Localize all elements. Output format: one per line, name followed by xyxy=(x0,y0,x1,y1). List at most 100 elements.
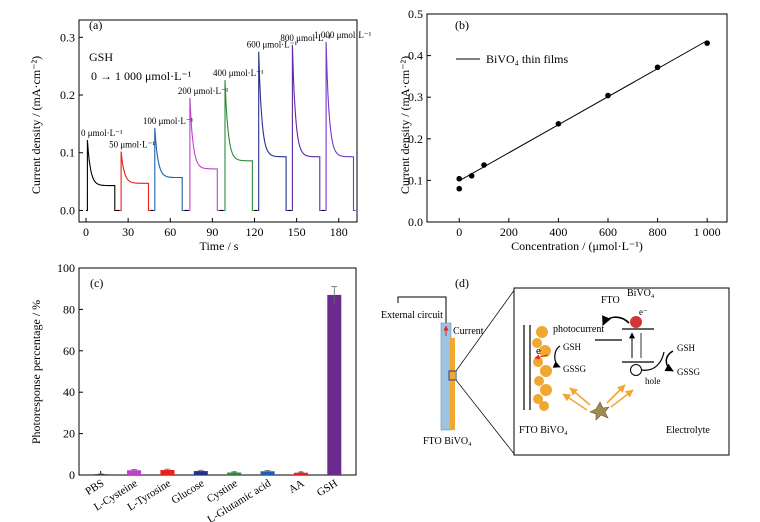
gsh-left-label: GSH xyxy=(563,342,582,352)
panel-b-data-point xyxy=(555,121,562,127)
panel-c-tag: (c) xyxy=(90,276,103,290)
external-circuit-wire xyxy=(397,296,447,333)
inset-electron-transfer-arrow xyxy=(534,354,549,360)
panel-c-bar xyxy=(127,470,142,475)
panel-c-y-axis-label: Photoresponse percentage / % xyxy=(29,300,43,444)
panel-b-x-tick-label: 400 xyxy=(549,225,567,239)
gsh-oxidation-arrow-left xyxy=(552,345,561,368)
panel-b-frame xyxy=(426,13,728,223)
panel-c-selectivity: (c) Photoresponse percentage / % 0 20 40 60… xyxy=(29,261,357,522)
panel-b-axes: 0 200 400 600 800 1 000 0.0 0.1 0.2 0.3 0.4 0.5 xyxy=(408,7,728,239)
panel-a-x-tick-label: 150 xyxy=(288,225,306,239)
panel-b-x-axis-label: Concentration / (μmol·L⁻¹) xyxy=(511,239,643,253)
panel-c-y-tick-label: 0 xyxy=(69,468,75,482)
light-ray-left-1 xyxy=(569,387,591,406)
panel-a-trace xyxy=(291,44,322,212)
panel-a-trace xyxy=(188,97,220,212)
external-circuit-label: External circuit xyxy=(381,310,443,321)
panel-a-trace xyxy=(324,41,356,212)
panel-b-x-tick-label: 600 xyxy=(599,225,617,239)
panel-a-trace xyxy=(153,127,185,212)
panel-b-tag: (b) xyxy=(455,18,469,32)
inset-fto-bivo4-label: FTO BiVO₄ xyxy=(519,425,568,436)
panel-a-x-axis-label: Time / s xyxy=(200,239,239,253)
hole-label: hole xyxy=(645,376,661,386)
panel-b-marks xyxy=(456,40,710,192)
panel-c-bar xyxy=(260,471,275,475)
panel-c-bars xyxy=(93,286,342,475)
panel-a-trace xyxy=(119,151,151,212)
panel-a-x-tick-label: 60 xyxy=(164,225,176,239)
panel-a-trace xyxy=(257,51,289,212)
light-ray-right-1 xyxy=(606,384,626,404)
panel-c-y-tick-label: 60 xyxy=(63,344,75,358)
bivo4-particles xyxy=(532,326,552,411)
gsh-oxidation-arrow-right xyxy=(664,350,674,372)
gssg-right-label: GSSG xyxy=(677,367,701,377)
inset-electron-e-label: e xyxy=(536,345,541,357)
panel-a-y-tick-label: 0.1 xyxy=(60,146,75,160)
panel-b-y-tick-label: 0.5 xyxy=(408,7,423,21)
panel-c-bar xyxy=(227,472,242,475)
panel-c-x-tick-label: PBS xyxy=(83,477,106,498)
electron-transfer-arrow xyxy=(602,315,630,326)
hole-transfer-curve xyxy=(641,351,665,371)
panel-a-trace xyxy=(223,79,255,212)
panel-a-series-label: 600 μmol·L⁻¹ xyxy=(247,40,298,50)
zoom-connector-bottom xyxy=(455,379,516,456)
panel-a-y-axis-label: Current density / (mA·cm⁻²) xyxy=(29,56,43,194)
panel-a-current-vs-time: (a) GSH 0 → 1 000 μmol·L⁻¹ Current densi… xyxy=(29,18,372,253)
panel-b-data-point xyxy=(654,64,661,71)
zoom-connector-top xyxy=(455,288,516,372)
panel-b-y-tick-label: 0.1 xyxy=(408,173,423,187)
light-ray-right-2 xyxy=(610,389,634,408)
panel-c-y-tick-label: 40 xyxy=(63,385,75,399)
inset-electron-label: e⁻ xyxy=(639,307,648,317)
panel-b-x-tick-label: 800 xyxy=(649,225,667,239)
panel-b-calibration: (b) Current density / (mA·cm⁻²) Concentr… xyxy=(398,7,728,253)
electron-icon xyxy=(630,316,642,328)
panel-b-data-point xyxy=(456,175,463,182)
panel-a-series-label: 100 μmol·L⁻¹ xyxy=(143,116,194,126)
photocurrent-label: photocurrent xyxy=(553,324,604,335)
panel-a-series-label: 1 000 μmol·L⁻¹ xyxy=(314,30,372,40)
panel-a-x-tick-label: 180 xyxy=(330,225,348,239)
panel-b-x-tick-label: 0 xyxy=(456,225,462,239)
panel-b-data-point xyxy=(456,185,463,192)
panel-a-trace xyxy=(86,139,117,212)
panel-c-y-tick-label: 100 xyxy=(57,261,75,275)
panel-a-series-label: 800 μmol·L⁻¹ xyxy=(280,33,331,43)
panel-a-x-tick-label: 120 xyxy=(246,225,264,239)
current-label: Current xyxy=(453,326,484,337)
panel-c-bar xyxy=(160,470,175,475)
panel-c-y-tick-label: 80 xyxy=(63,302,75,316)
panel-b-y-tick-label: 0.3 xyxy=(408,90,423,104)
panel-c-x-tick-label: AA xyxy=(287,477,307,496)
inset-fto-label: FTO xyxy=(601,295,620,306)
panel-b-legend-label: BiVO₄ thin films xyxy=(486,52,569,66)
panel-a-axes: 0 30 60 90 120 150 180 0.0 0.1 0.2 0.3 xyxy=(60,19,358,239)
panel-a-frame xyxy=(78,19,358,223)
panel-c-bar xyxy=(193,471,208,475)
panel-b-data-point xyxy=(468,173,475,179)
panel-a-y-tick-label: 0.2 xyxy=(60,88,75,102)
panel-b-y-axis-label: Current density / (mA·cm⁻²) xyxy=(398,56,412,194)
inset-bivo4-label: BiVO₄ xyxy=(627,288,655,299)
panel-a-y-tick-label: 0.0 xyxy=(60,203,75,217)
panel-b-fit-line xyxy=(458,40,708,182)
panel-b-y-tick-label: 0.2 xyxy=(408,132,423,146)
panel-b-y-tick-label: 0.4 xyxy=(408,49,423,63)
panel-a-tag: (a) xyxy=(89,18,102,32)
panel-a-series-label: 50 μmol·L⁻¹ xyxy=(109,140,155,150)
panel-b-data-point xyxy=(605,92,611,99)
electrolyte-label: Electrolyte xyxy=(666,425,710,436)
panel-d-mechanism-diagram: (d) External circuit Current FTO BiVO₄ xyxy=(381,276,730,456)
panel-c-frame xyxy=(78,267,357,476)
gsh-right-label: GSH xyxy=(677,343,696,353)
panel-a-gsh-label: GSH xyxy=(89,50,113,64)
panel-b-x-tick-label: 1 000 xyxy=(694,225,721,239)
panel-b-data-point xyxy=(481,162,487,168)
panel-a-series-labels: 0 μmol·L⁻¹ 50 μmol·L⁻¹ 100 μmol·L⁻¹ 200 μmo… xyxy=(81,30,372,150)
electrode-label: FTO BiVO₄ xyxy=(423,436,472,447)
